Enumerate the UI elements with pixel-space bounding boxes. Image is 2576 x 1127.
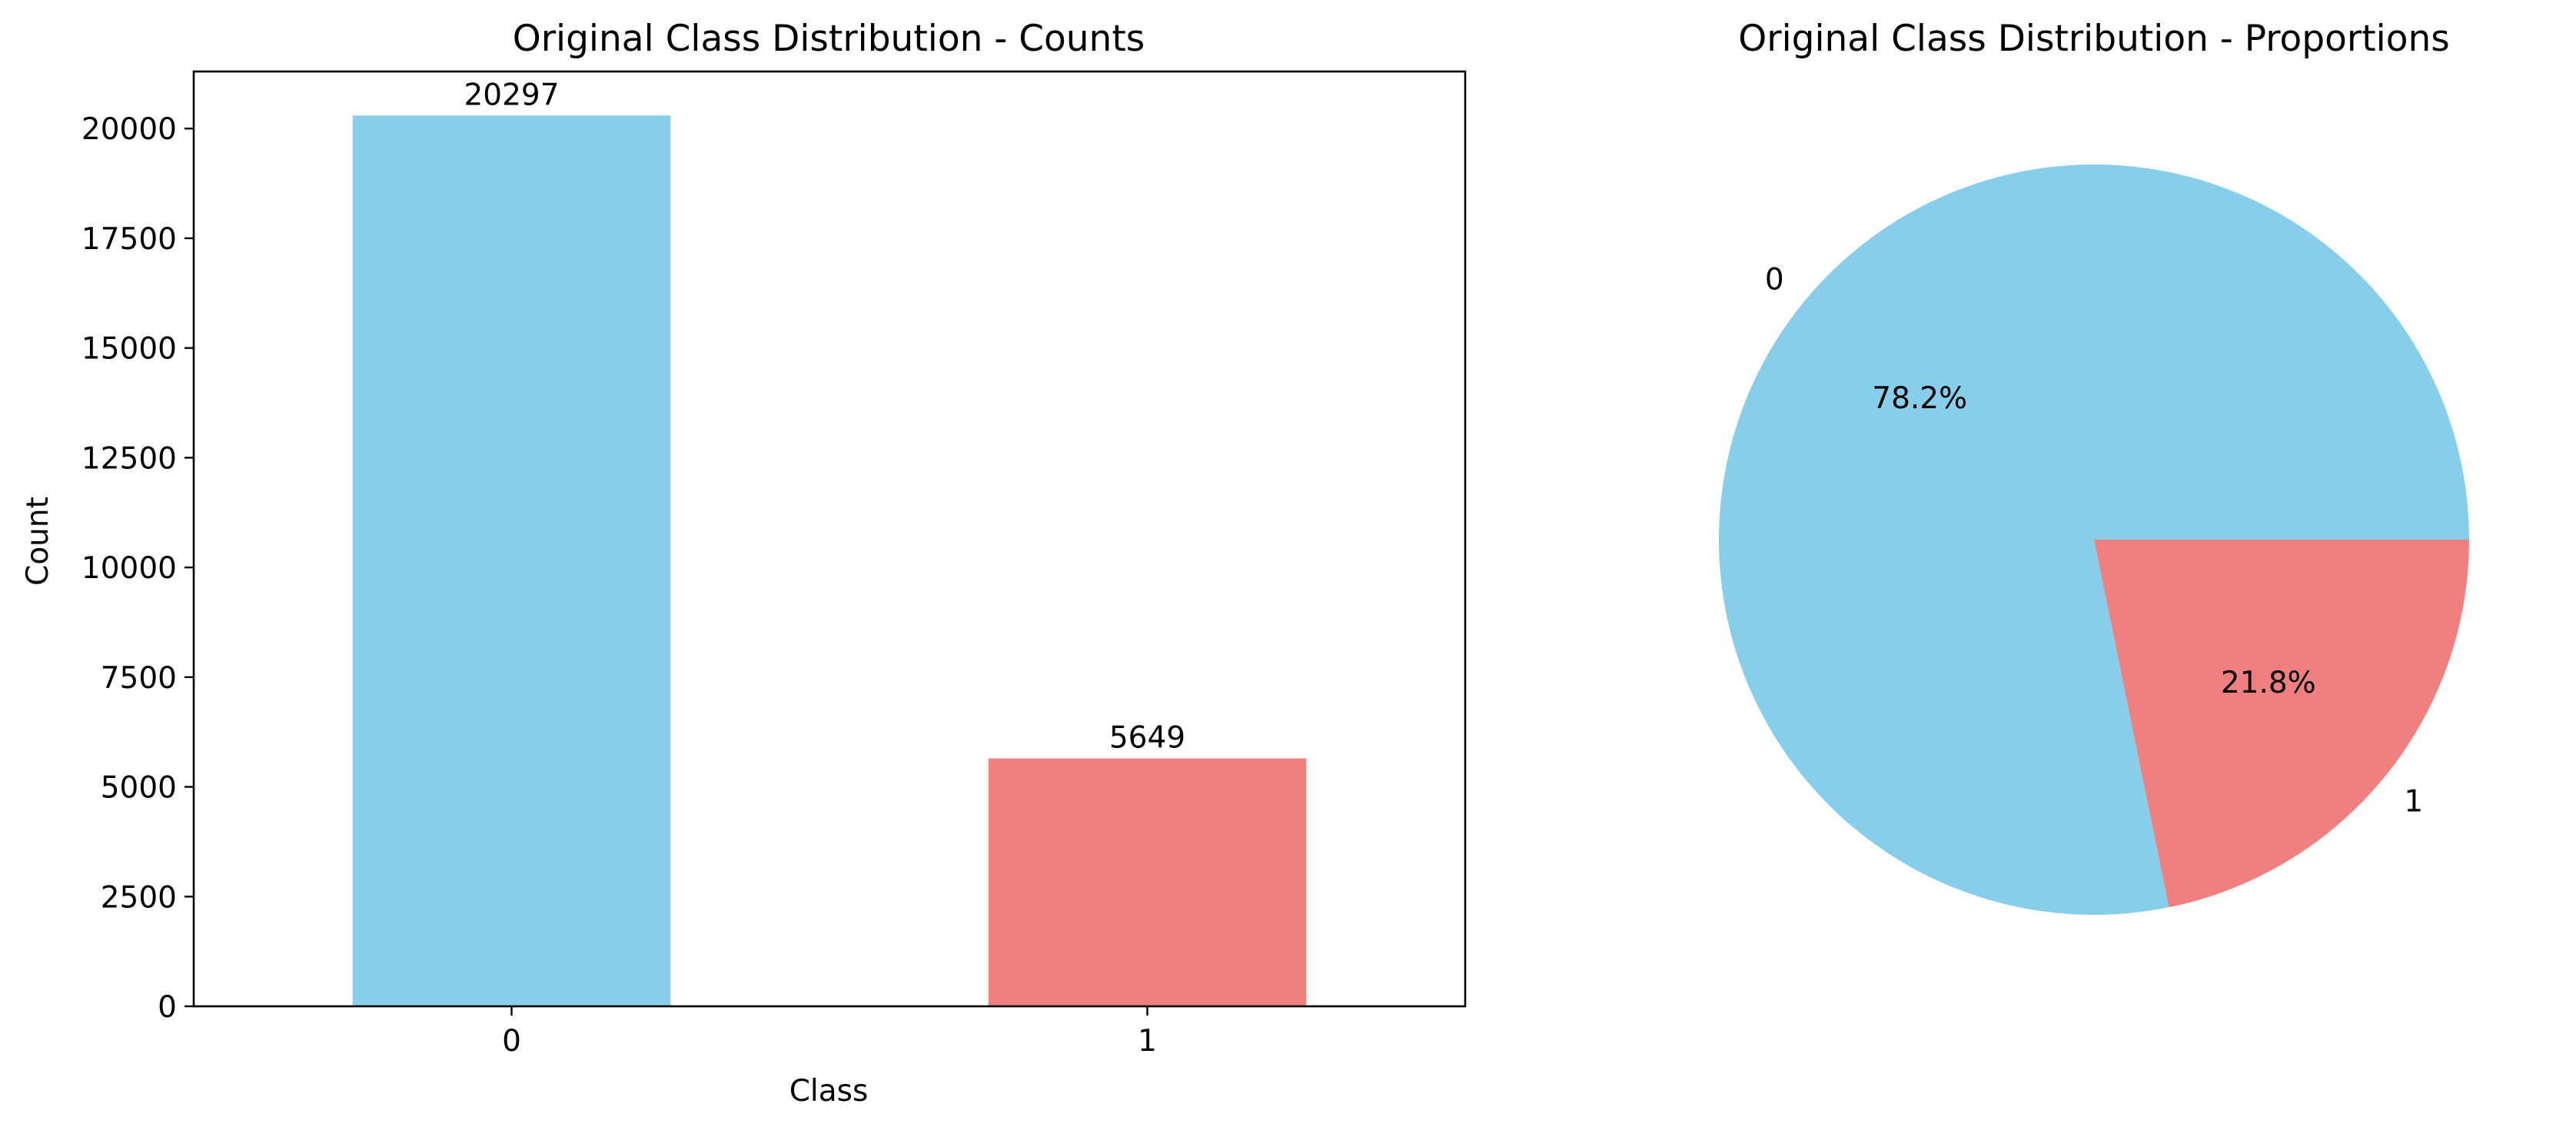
y-tick-label: 15000 (81, 332, 177, 367)
x-tick-label: 0 (502, 1024, 521, 1059)
bar-value-label-1: 5649 (1109, 721, 1185, 756)
y-tick-label: 17500 (81, 222, 177, 257)
y-axis-label: Count (21, 497, 55, 586)
x-axis-label: Class (789, 1074, 869, 1109)
y-axis-ticks: 0 2500 5000 7500 10000 12500 15000 17500 20000 (81, 112, 194, 1025)
y-tick-label: 20000 (81, 112, 177, 147)
bar-chart: Original Class Distribution - Counts 202… (21, 18, 1467, 1109)
bar-axes-frame (192, 70, 1467, 1008)
bar-chart-title: Original Class Distribution - Counts (513, 18, 1145, 60)
bar-0 (352, 115, 671, 1006)
pie-chart: Original Class Distribution - Proportion… (1719, 18, 2469, 916)
pie-chart-title: Original Class Distribution - Proportion… (1738, 18, 2449, 60)
y-tick-label: 5000 (101, 771, 177, 806)
bar-value-label-0: 20297 (464, 78, 559, 112)
pie-category-label-1: 1 (2404, 785, 2423, 819)
y-tick-label: 2500 (101, 880, 177, 915)
pie-pct-label-0: 78.2% (1872, 381, 1967, 416)
y-tick-label: 7500 (101, 661, 177, 696)
bar-1 (988, 758, 1307, 1006)
pie-slice-1 (2094, 540, 2469, 908)
y-tick-label: 0 (158, 990, 177, 1025)
bar-marks: 20297 5649 (352, 78, 1307, 1006)
x-tick-label: 1 (1138, 1024, 1157, 1059)
pie-marks: 78.2% 0 21.8% 1 (1719, 165, 2469, 916)
pie-category-label-0: 0 (1765, 262, 1784, 297)
y-tick-label: 10000 (81, 551, 177, 586)
pie-pct-label-1: 21.8% (2221, 666, 2316, 700)
y-tick-label: 12500 (81, 441, 177, 476)
